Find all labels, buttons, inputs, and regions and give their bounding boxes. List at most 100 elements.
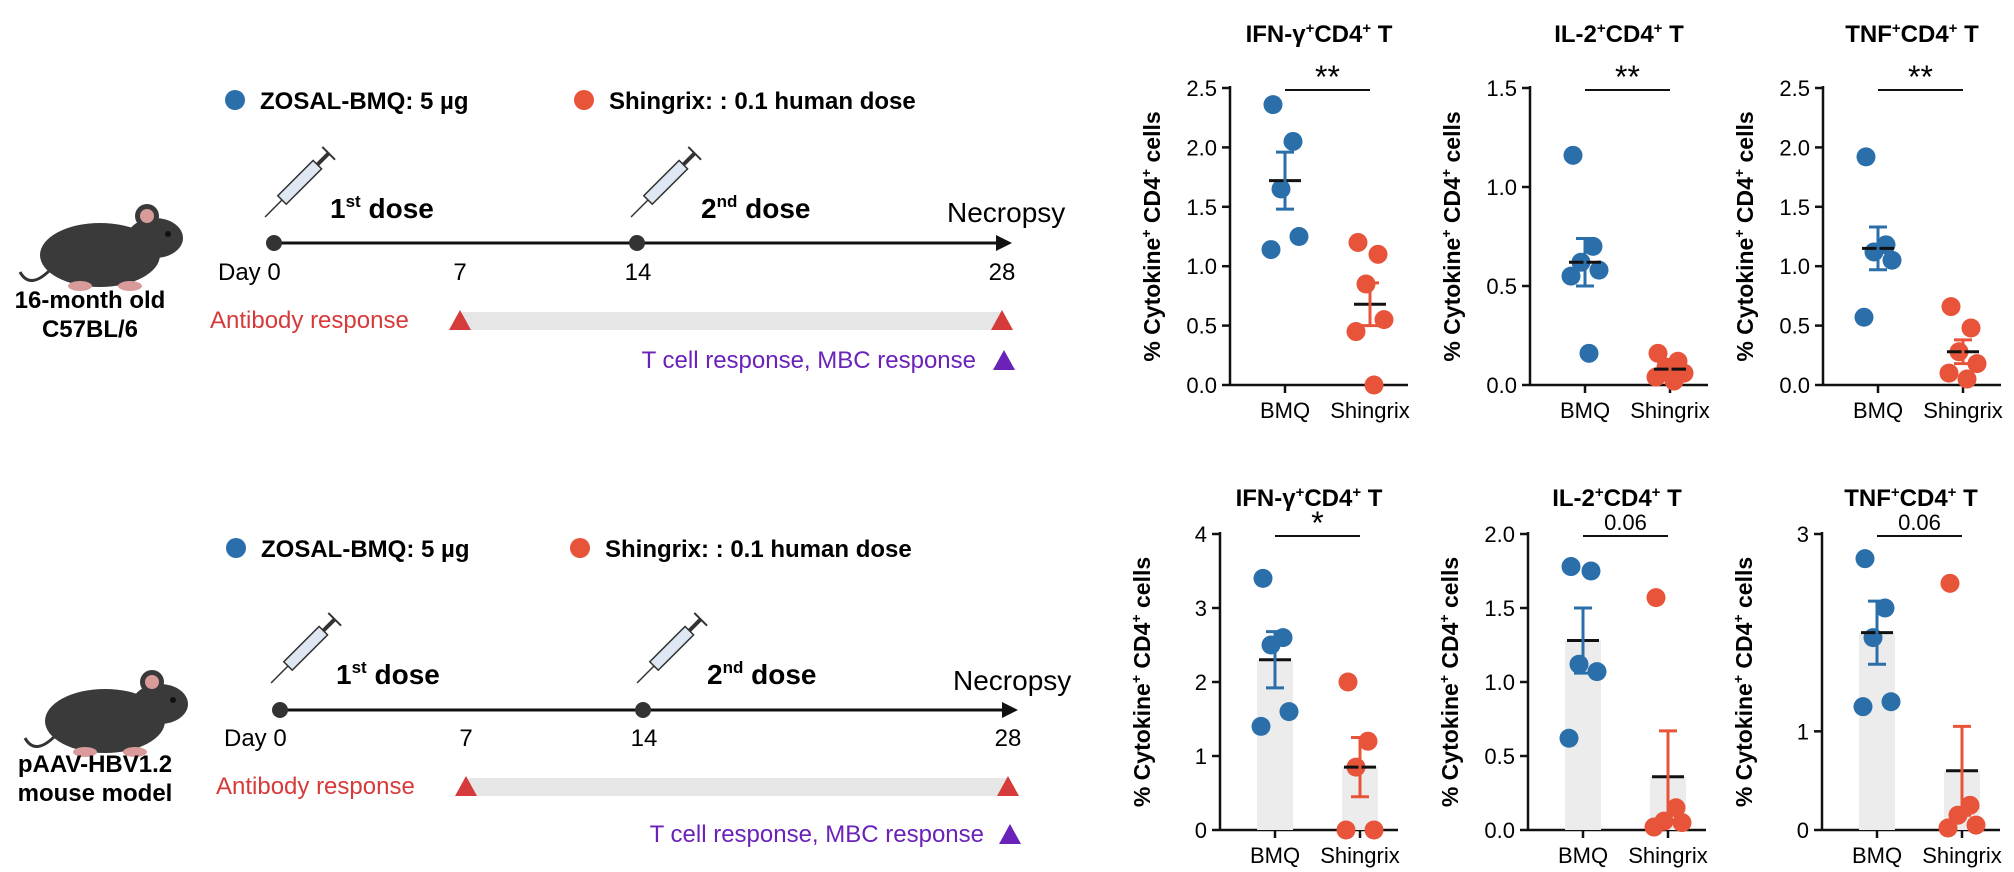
data-point (1966, 815, 1986, 835)
model-label-line2: mouse model (18, 780, 173, 807)
legend-bmq-dot (226, 538, 246, 558)
x-tick-label: BMQ (1852, 843, 1902, 868)
y-tick-label: 1.5 (1486, 76, 1517, 101)
chart-title: TNF+CD4+ T (1845, 20, 1979, 48)
y-tick-label: 1.0 (1779, 254, 1810, 279)
data-point (1664, 371, 1684, 391)
y-axis-label: % Cytokine+ CD4+ cells (1730, 557, 1757, 807)
data-point (1644, 817, 1664, 837)
legend-shingrix-label: Shingrix: : 0.1 human dose (609, 88, 916, 115)
model-label-line1: 16-month old (15, 287, 166, 314)
data-point (1666, 798, 1686, 818)
y-tick-label: 1.5 (1484, 596, 1515, 621)
chart-title: IL-2+CD4+ T (1554, 20, 1684, 48)
timeline-arrowhead (996, 235, 1012, 251)
y-tick-label: 2.0 (1484, 522, 1515, 547)
x-tick-label: BMQ (1560, 398, 1610, 423)
x-tick-label: BMQ (1853, 398, 1903, 423)
x-tick-label: Shingrix (1628, 843, 1707, 868)
y-tick-label: 0.0 (1186, 373, 1217, 398)
tcell-response-label: T cell response, MBC response (650, 821, 984, 848)
chart-title: IFN-γ+CD4+ T (1246, 20, 1393, 48)
second-dose-label: 2nd dose (707, 658, 817, 690)
data-point (1563, 145, 1583, 165)
first-dose-label: 1st dose (330, 192, 434, 224)
chart-4: IFN-γ+CD4+ T % Cytokine+ CD4+ cells 0 1 2 3 4 B… (1128, 484, 1400, 868)
data-point (1261, 240, 1281, 260)
antibody-marker-day28 (997, 776, 1019, 796)
data-point (1583, 236, 1603, 256)
chart-3: TNF+CD4+ T % Cytokine+ CD4+ cells 0.0 0.5 1.… (1731, 20, 2003, 423)
chart-title: TNF+CD4+ T (1844, 484, 1978, 512)
day-label: Day 0 (224, 725, 287, 752)
data-point (1940, 573, 1960, 593)
mouse-icon (18, 204, 183, 291)
day-label: 14 (631, 725, 658, 752)
data-point (1374, 310, 1394, 330)
data-point (1855, 549, 1875, 569)
legend-shingrix-dot (574, 90, 594, 110)
y-tick-label: 1 (1797, 719, 1809, 744)
data-point (1261, 635, 1281, 655)
data-point (1856, 147, 1876, 167)
data-point (1283, 131, 1303, 151)
antibody-window-bar (468, 778, 1008, 796)
data-point (1646, 367, 1666, 387)
y-tick-label: 0 (1797, 818, 1809, 843)
data-point (1579, 343, 1599, 363)
data-point (1939, 363, 1959, 383)
tcell-marker-day28 (993, 350, 1015, 370)
legend-bmq-dot (225, 90, 245, 110)
data-point (1279, 702, 1299, 722)
data-point (1346, 322, 1366, 342)
y-tick-label: 3 (1797, 522, 1809, 547)
panel-row1-schematic: 16-month old C57BL/6 ZOSAL-BMQ: 5 µg Shi… (15, 88, 1066, 374)
x-tick-label: BMQ (1260, 398, 1310, 423)
data-point (1561, 557, 1581, 577)
y-tick-label: 1 (1195, 744, 1207, 769)
data-point (1957, 369, 1977, 389)
day-label: 28 (989, 259, 1016, 286)
y-tick-label: 2.0 (1779, 135, 1810, 160)
y-tick-label: 2 (1195, 670, 1207, 695)
data-point (1289, 227, 1309, 246)
panel-row2-schematic: pAAV-HBV1.2 mouse model ZOSAL-BMQ: 5 µg … (18, 536, 1072, 848)
antibody-response-label: Antibody response (216, 773, 415, 800)
x-tick-label: Shingrix (1330, 398, 1409, 423)
data-point (1364, 820, 1384, 840)
y-tick-label: 0.0 (1779, 373, 1810, 398)
antibody-marker-day7 (455, 776, 477, 796)
y-tick-label: 0.0 (1484, 818, 1515, 843)
data-point (1864, 242, 1884, 262)
legend-bmq-label: ZOSAL-BMQ: 5 µg (260, 88, 468, 115)
y-tick-label: 4 (1195, 522, 1207, 547)
data-point (1561, 266, 1581, 286)
legend-bmq-label: ZOSAL-BMQ: 5 µg (261, 536, 469, 563)
second-dose-label: 2nd dose (701, 192, 811, 224)
y-tick-label: 2.5 (1779, 76, 1810, 101)
data-point (1853, 697, 1873, 717)
day-label: 7 (453, 259, 466, 286)
data-point (1559, 728, 1579, 748)
significance-label: * (1311, 505, 1323, 541)
data-point (1364, 375, 1384, 395)
x-tick-label: Shingrix (1922, 843, 2001, 868)
charts-area: IFN-γ+CD4+ T % Cytokine+ CD4+ cells 0.0 0.5… (1128, 20, 2003, 868)
data-point (1941, 297, 1961, 317)
chart-title: IFN-γ+CD4+ T (1236, 484, 1383, 512)
timeline-day0-marker (272, 702, 288, 718)
necropsy-label: Necropsy (953, 665, 1071, 696)
tcell-marker-day28 (999, 824, 1021, 844)
x-tick-label: Shingrix (1630, 398, 1709, 423)
data-point (1863, 628, 1883, 648)
y-axis-label: % Cytokine+ CD4+ cells (1731, 111, 1758, 361)
y-tick-label: 2.0 (1186, 135, 1217, 160)
y-tick-label: 1.0 (1186, 254, 1217, 279)
chart-2: IL-2+CD4+ T % Cytokine+ CD4+ cells 0.0 0.5 1… (1438, 20, 1710, 423)
y-tick-label: 1.5 (1186, 195, 1217, 220)
antibody-window-bar (462, 312, 1002, 330)
y-tick-label: 0.5 (1779, 314, 1810, 339)
y-tick-label: 1.0 (1484, 670, 1515, 695)
day-label: 28 (995, 725, 1022, 752)
